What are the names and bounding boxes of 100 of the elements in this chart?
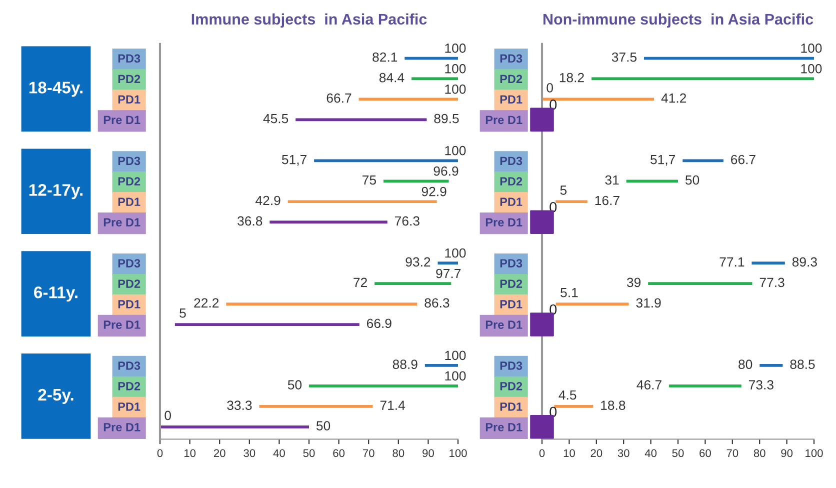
bar [424, 364, 458, 367]
y-tick-label: PD3 [118, 259, 140, 268]
annotation: 5 [560, 186, 567, 195]
annotation: 0 [546, 83, 553, 92]
x-tick-label: 10 [564, 449, 575, 458]
annotation: 84.4 [379, 72, 404, 82]
data-label: 89.3 [792, 257, 817, 267]
bar [752, 262, 785, 264]
data-label: 31.9 [636, 298, 661, 308]
annotation: 39 [626, 278, 641, 288]
annotation: 50 [288, 380, 302, 390]
y-tick-label: Pre D1 [486, 116, 522, 124]
y-tick-label: Pre D1 [104, 116, 140, 124]
data-label: 71.4 [380, 400, 406, 410]
x-tick-label: 60 [700, 449, 711, 458]
data-label: 97.7 [436, 268, 461, 278]
annotation: 36.8 [238, 216, 262, 226]
y-tick-label: PD2 [118, 280, 140, 288]
annotation: 51,7 [650, 154, 676, 166]
text: 6-11y. [34, 286, 78, 302]
x-tick-label: 0 [539, 449, 545, 458]
annotation: 66.7 [326, 93, 352, 103]
x-tick-label: 10 [184, 449, 196, 458]
data-label: 50 [685, 175, 700, 185]
data-label: 92.9 [422, 186, 446, 196]
data-label: 100 [445, 248, 466, 258]
bar [554, 404, 594, 408]
bar [270, 220, 388, 224]
data-label: 86.3 [424, 298, 450, 308]
x-tick-label: 80 [392, 449, 404, 458]
x-tick-label: 20 [590, 449, 602, 458]
y-tick-label: PD1 [118, 198, 140, 206]
data-label: 100 [445, 64, 466, 74]
annotation: 33.3 [227, 400, 252, 410]
bar [438, 262, 458, 264]
data-label: 77.3 [760, 278, 784, 288]
x-tick-label: 50 [672, 449, 684, 458]
y-tick-label: Pre D1 [486, 218, 522, 226]
x-tick-label: 30 [244, 449, 256, 458]
data-label: 100 [801, 64, 822, 74]
x-tick-label: 40 [273, 449, 285, 458]
data-label: 66.9 [366, 318, 392, 328]
bar [174, 323, 360, 326]
y-tick-label: PD2 [118, 74, 140, 84]
annotation: 5.1 [560, 288, 578, 298]
annotation: 46.7 [636, 380, 662, 390]
annotation: 45.5 [263, 114, 288, 124]
x-tick-label: 70 [362, 449, 374, 458]
y-tick-label: PD1 [118, 402, 140, 411]
data-label: 100 [445, 371, 466, 381]
data-label: 66.7 [731, 154, 756, 164]
annotation: 4.5 [558, 390, 576, 400]
y-tick-label: Pre D1 [486, 320, 522, 329]
data-label: 73.3 [748, 380, 774, 390]
annotation: 77.1 [720, 257, 744, 266]
y-tick-label: PD1 [118, 300, 140, 308]
x-tick-label: 100 [806, 449, 823, 458]
x-tick-label: 100 [450, 449, 467, 458]
bar [760, 364, 783, 367]
annotation: 18.2 [560, 72, 584, 82]
x-tick-label: 90 [781, 449, 793, 458]
y-tick-label: PD1 [118, 95, 140, 104]
chart-title: Non-immune subjects in Asia Pacific [543, 13, 814, 28]
data-label: 50 [316, 421, 330, 430]
annotation: 75 [362, 175, 376, 185]
y-tick-label: PD3 [500, 259, 522, 268]
y-tick-label: PD2 [500, 280, 522, 288]
bar [160, 425, 309, 428]
x-tick-label: 60 [333, 449, 345, 458]
x-tick-label: 80 [754, 449, 766, 458]
bar [226, 302, 418, 306]
bar [669, 384, 742, 388]
y-tick-label: PD3 [500, 54, 522, 63]
data-label: 100 [445, 350, 466, 360]
x-tick-label: 0 [157, 449, 163, 458]
bar [556, 302, 629, 306]
x-tick-label: 70 [726, 449, 738, 458]
text: 18-45y. [29, 82, 83, 97]
bar [682, 159, 724, 162]
data-label: 76.3 [394, 216, 420, 226]
x-tick-label: 20 [214, 449, 226, 458]
data-label: 18.8 [601, 400, 626, 410]
y-tick-label: PD1 [500, 198, 522, 206]
text: 12-17y. [29, 184, 83, 200]
data-label: 96.9 [434, 166, 458, 176]
data-label: 88.5 [790, 360, 815, 370]
y-tick-label: PD2 [500, 74, 522, 84]
y-tick-label: PD2 [500, 177, 522, 186]
y-tick-label: PD1 [500, 402, 522, 411]
x-tick-label: 90 [422, 449, 434, 458]
annotation: 51,7 [282, 154, 306, 166]
bar [374, 282, 452, 285]
x-tick-label: 50 [303, 449, 315, 458]
data-label: 100 [801, 44, 822, 53]
y-tick-label: PD2 [500, 382, 522, 390]
data-label: 16.7 [595, 196, 620, 206]
y-tick-label: PD1 [500, 95, 522, 104]
annotation: 93.2 [406, 257, 430, 267]
bar [556, 200, 588, 204]
bar [288, 200, 437, 204]
